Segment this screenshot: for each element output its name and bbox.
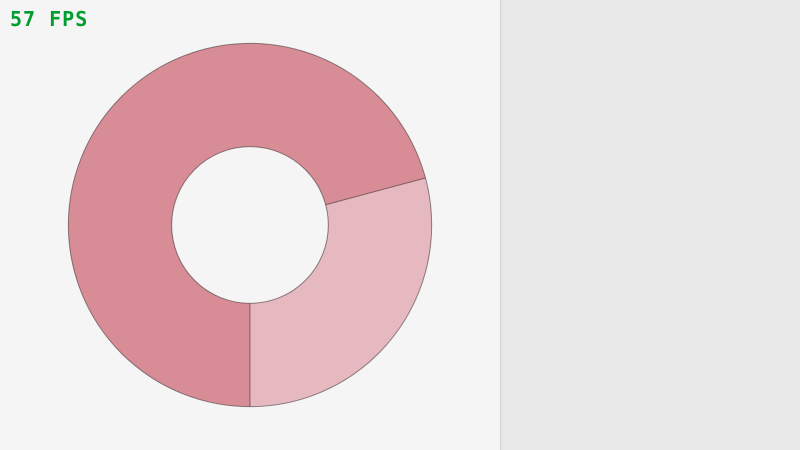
ring-radial-line-start	[325, 177, 426, 206]
ring-single-pass-fill	[250, 177, 432, 407]
ring-outline-inner	[171, 146, 329, 304]
control-panel: StartAngle -255.00 EndAngle 360.00 Inner…	[500, 0, 800, 450]
ring-outline-outer	[67, 42, 433, 408]
fps-counter: 57 FPS	[10, 7, 89, 31]
